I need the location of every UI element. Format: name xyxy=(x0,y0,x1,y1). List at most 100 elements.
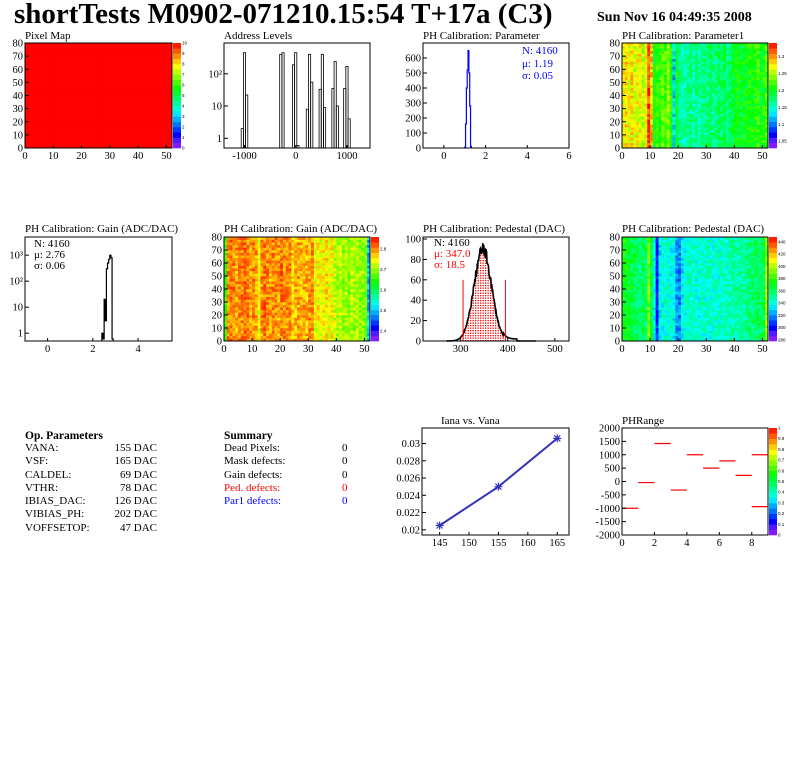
heatmap-cell xyxy=(257,276,261,279)
op-parameters-row: VSF: 165 DAC xyxy=(25,455,165,468)
heatmap-cell xyxy=(697,100,701,104)
heatmap-cell xyxy=(58,103,63,107)
heatmap-cell xyxy=(751,92,755,96)
heatmap-cell xyxy=(680,134,685,138)
heatmap-cell xyxy=(166,124,170,128)
x-tick-label: 6 xyxy=(566,151,571,162)
heatmap-cell xyxy=(678,121,682,125)
op-parameters-panel: Op. Parameters VANA: 155 DAC VSF: 165 DAC CA… xyxy=(25,430,165,535)
heatmap-cell xyxy=(260,255,264,259)
heatmap-cell xyxy=(92,61,96,65)
heatmap-cell xyxy=(47,145,51,149)
heatmap-cell xyxy=(675,142,679,146)
heatmap-cell xyxy=(36,142,40,146)
heatmap-cell xyxy=(678,108,682,112)
heatmap-cell xyxy=(756,43,760,46)
heatmap-cell xyxy=(672,61,676,65)
heatmap-cell xyxy=(25,140,29,144)
heatmap-cell xyxy=(87,45,91,49)
heatmap-cell xyxy=(745,124,749,128)
heatmap-cell xyxy=(126,129,130,133)
heatmap-cell xyxy=(765,111,769,115)
heatmap-cell xyxy=(84,132,88,136)
heatmap-cell xyxy=(644,56,648,60)
heatmap-cell xyxy=(717,95,721,99)
heatmap-cell xyxy=(714,137,718,141)
heatmap-cell xyxy=(633,74,637,78)
heatmap-cell xyxy=(143,82,147,86)
heatmap-cell xyxy=(152,129,156,133)
heatmap-cell xyxy=(717,113,721,117)
heatmap-cell xyxy=(73,116,77,120)
heatmap-cell xyxy=(689,79,693,83)
heatmap-cell xyxy=(224,265,228,269)
heatmap-cell xyxy=(675,87,679,91)
heatmap-cell xyxy=(33,82,37,86)
heatmap-cell xyxy=(238,302,242,305)
heatmap-cell xyxy=(87,111,91,115)
heatmap-cell xyxy=(734,111,738,115)
heatmap-cell xyxy=(675,74,679,78)
heatmap-cell xyxy=(731,56,735,60)
heatmap-cell xyxy=(240,320,244,324)
heatmap-cell xyxy=(254,312,258,316)
heatmap-cell xyxy=(36,145,40,149)
heatmap-cell xyxy=(166,64,170,67)
heatmap-cell xyxy=(157,132,161,136)
heatmap-cell xyxy=(118,79,122,83)
palette-tick-label: 1.25 xyxy=(778,71,787,76)
heatmap-cell xyxy=(30,116,34,120)
heatmap-cell xyxy=(138,100,142,104)
heatmap-cell xyxy=(146,124,150,128)
heatmap-cell xyxy=(638,64,642,67)
heatmap-cell xyxy=(652,87,656,91)
heatmap-cell xyxy=(624,116,628,120)
heatmap-cell xyxy=(669,116,673,120)
heatmap-cell xyxy=(81,103,85,107)
heatmap-cell xyxy=(717,85,721,88)
heatmap-cell xyxy=(115,87,119,91)
heatmap-cell xyxy=(706,79,710,83)
heatmap-cell xyxy=(711,121,715,125)
heatmap-cell xyxy=(135,64,139,67)
heatmap-cell xyxy=(260,330,264,334)
x-tick-label: 0 xyxy=(45,344,50,355)
heatmap-cell xyxy=(166,74,170,78)
heatmap-cell xyxy=(75,92,80,96)
heatmap-cell xyxy=(666,106,671,109)
heatmap-cell xyxy=(224,260,228,264)
heatmap-cell xyxy=(641,95,645,99)
heatmap-cell xyxy=(81,69,85,73)
heatmap-cell xyxy=(36,85,40,88)
heatmap-cell xyxy=(160,56,164,60)
heatmap-cell xyxy=(166,48,170,52)
heatmap-cell xyxy=(39,50,43,54)
heatmap-cell xyxy=(720,142,724,146)
heatmap-cell xyxy=(748,71,752,75)
heatmap-cell xyxy=(27,50,31,54)
heatmap-cell xyxy=(669,82,673,86)
heatmap-cell xyxy=(70,90,74,94)
heatmap-cell xyxy=(78,132,82,136)
heatmap-cell xyxy=(638,82,642,86)
heatmap-cell xyxy=(238,299,242,303)
heatmap-cell xyxy=(711,108,715,112)
heatmap-cell xyxy=(149,113,153,117)
heatmap-cell xyxy=(692,111,696,115)
heatmap-cell xyxy=(243,263,247,266)
heatmap-cell xyxy=(81,74,85,78)
heatmap-cell xyxy=(737,103,741,107)
heatmap-cell xyxy=(700,50,704,54)
heatmap-cell xyxy=(252,281,256,285)
heatmap-cell xyxy=(149,90,153,94)
heatmap-cell xyxy=(36,119,40,123)
x-tick-label: 30 xyxy=(701,151,712,162)
heatmap-cell xyxy=(243,244,247,248)
plot-frame xyxy=(422,42,570,149)
heatmap-cell xyxy=(235,239,239,243)
heatmap-cell xyxy=(737,58,741,62)
heatmap-cell xyxy=(759,111,763,115)
heatmap-cell xyxy=(160,87,164,91)
heatmap-cell xyxy=(745,145,749,149)
heatmap-cell xyxy=(748,87,752,91)
